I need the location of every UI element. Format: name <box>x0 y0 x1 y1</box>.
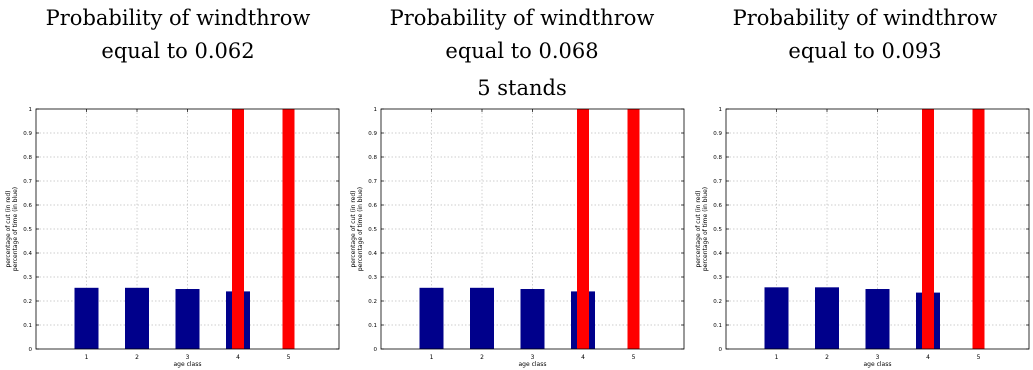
y-tick-label: 0 <box>374 347 378 353</box>
x-tick-label: 5 <box>632 354 636 361</box>
y-tick-label: 0.2 <box>713 299 722 305</box>
figure-center-title: 5 stands <box>477 76 567 100</box>
x-tick-label: 1 <box>430 354 434 361</box>
time-bar <box>470 287 494 349</box>
y-tick-label: 0.7 <box>713 179 722 185</box>
panel-title-2: Probability of windthrow equal to 0.068 <box>372 2 672 68</box>
time-bar <box>125 287 149 349</box>
panel-title-3: Probability of windthrow equal to 0.093 <box>715 2 1015 68</box>
time-bar <box>74 287 99 349</box>
panel-title-1: Probability of windthrow equal to 0.062 <box>28 2 328 68</box>
axes-frame <box>725 108 1030 350</box>
panel-title-2-line1: Probability of windthrow <box>389 6 655 30</box>
axes-frame <box>35 108 340 350</box>
time-bar <box>520 289 545 349</box>
x-tick-label: 4 <box>236 354 240 361</box>
cut-bar <box>232 109 244 349</box>
y-axis-label-line2: percentage of time (in blue) <box>702 187 709 271</box>
cut-bar <box>282 109 295 349</box>
y-tick-label: 0.2 <box>368 299 377 305</box>
time-bar <box>175 289 200 349</box>
y-tick-label: 0.1 <box>713 323 722 329</box>
axes-frame <box>380 108 685 350</box>
time-bar <box>865 289 890 349</box>
x-tick-label: 2 <box>480 354 484 361</box>
x-axis-label: age class <box>174 361 202 368</box>
y-tick-label: 0.3 <box>368 275 377 281</box>
y-axis-label-line1: percentage of cut (in red) <box>5 190 12 267</box>
y-axis-label-line2: percentage of time (in blue) <box>357 187 364 271</box>
x-tick-label: 3 <box>531 354 535 361</box>
x-tick-label: 3 <box>186 354 190 361</box>
y-tick-label: 0.9 <box>713 131 722 137</box>
x-tick-label: 1 <box>775 354 779 361</box>
x-axis-label: age class <box>519 361 547 368</box>
y-tick-label: 0.1 <box>23 323 32 329</box>
time-bar <box>815 287 839 349</box>
bar-chart-3: 0 0.1 0.2 0.3 0.4 0.5 0.6 0.7 0.8 0.9 1 1 2 3 4 5 age cl… <box>695 107 1030 368</box>
x-tick-label: 4 <box>926 354 930 361</box>
x-tick-label: 1 <box>85 354 89 361</box>
x-tick-label: 2 <box>825 354 829 361</box>
y-tick-label: 0 <box>29 347 33 353</box>
y-tick-label: 0.4 <box>368 251 377 257</box>
y-tick-label: 0.6 <box>368 203 377 209</box>
y-tick-label: 1 <box>719 107 723 113</box>
y-tick-label: 0.1 <box>368 323 377 329</box>
y-tick-label: 0.8 <box>368 155 377 161</box>
cut-bar <box>577 109 589 349</box>
bar-chart-1: 0 0.1 0.2 0.3 0.4 0.5 0.6 0.7 0.8 0.9 1 1 2 3 4 5 age cl… <box>5 107 340 368</box>
x-axis-label: age class <box>864 361 892 368</box>
y-tick-label: 0.7 <box>368 179 377 185</box>
cut-bar <box>972 109 985 349</box>
panel-title-3-line1: Probability of windthrow <box>732 6 998 30</box>
y-tick-label: 0.5 <box>713 227 722 233</box>
y-tick-label: 0.4 <box>713 251 722 257</box>
y-tick-label: 0 <box>719 347 723 353</box>
cut-bar <box>922 109 934 349</box>
y-tick-label: 0.6 <box>23 203 32 209</box>
cut-bar <box>627 109 640 349</box>
panel-title-3-line2: equal to 0.093 <box>788 39 942 63</box>
y-tick-label: 0.5 <box>368 227 377 233</box>
y-axis-label-line1: percentage of cut (in red) <box>350 190 357 267</box>
x-tick-label: 3 <box>876 354 880 361</box>
x-tick-label: 2 <box>135 354 139 361</box>
y-tick-label: 0.8 <box>23 155 32 161</box>
y-tick-label: 0.7 <box>23 179 32 185</box>
panel-title-1-line1: Probability of windthrow <box>45 6 311 30</box>
y-tick-label: 0.3 <box>713 275 722 281</box>
y-tick-label: 0.3 <box>23 275 32 281</box>
y-tick-label: 1 <box>29 107 33 113</box>
y-tick-label: 0.8 <box>713 155 722 161</box>
y-tick-label: 0.5 <box>23 227 32 233</box>
x-tick-label: 5 <box>287 354 291 361</box>
y-axis-label-line1: percentage of cut (in red) <box>695 190 702 267</box>
x-tick-label: 4 <box>581 354 585 361</box>
y-axis-label-line2: percentage of time (in blue) <box>12 187 19 271</box>
y-tick-label: 0.2 <box>23 299 32 305</box>
time-bar <box>764 287 789 349</box>
panel-title-1-line2: equal to 0.062 <box>101 39 255 63</box>
y-tick-label: 1 <box>374 107 378 113</box>
y-tick-label: 0.6 <box>713 203 722 209</box>
time-bar <box>419 287 444 349</box>
panel-title-2-line2: equal to 0.068 <box>445 39 599 63</box>
y-tick-label: 0.4 <box>23 251 32 257</box>
y-tick-label: 0.9 <box>23 131 32 137</box>
bar-chart-2: 0 0.1 0.2 0.3 0.4 0.5 0.6 0.7 0.8 0.9 1 1 2 3 4 5 age cl… <box>350 107 685 368</box>
y-tick-label: 0.9 <box>368 131 377 137</box>
x-tick-label: 5 <box>977 354 981 361</box>
